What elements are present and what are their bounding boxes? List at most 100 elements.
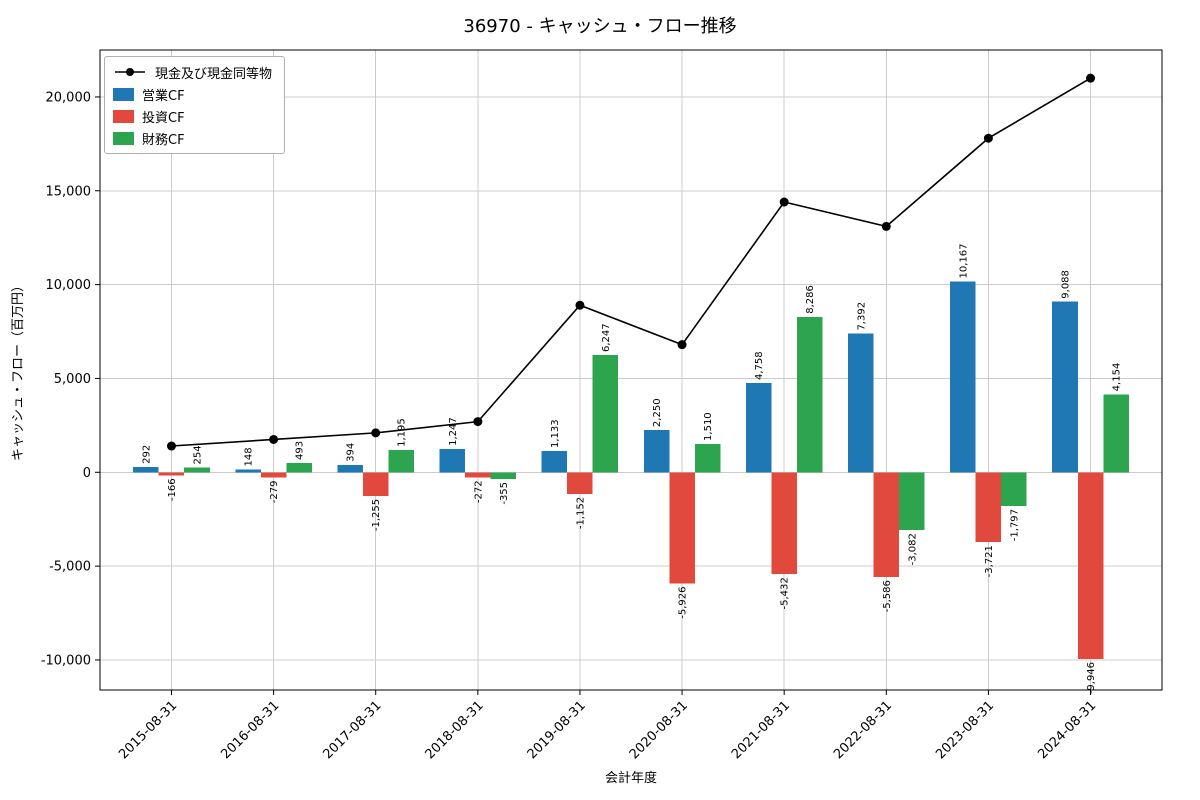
bar-value-label: 6,247 bbox=[601, 323, 612, 352]
bar-財務CF-2024-08-31 bbox=[1103, 394, 1129, 473]
bar-value-label: 493 bbox=[295, 441, 306, 460]
green-square-icon bbox=[113, 131, 134, 145]
bar-value-label: 9,088 bbox=[1060, 270, 1071, 299]
bar-value-label: -355 bbox=[499, 482, 510, 505]
x-tick-label: 2022-08-31 bbox=[831, 698, 895, 762]
bar-営業CF-2018-08-31 bbox=[439, 448, 466, 473]
x-tick-label: 2019-08-31 bbox=[525, 698, 589, 762]
x-tick-label: 2021-08-31 bbox=[729, 698, 793, 762]
legend-item-investing-cf: 投資CF bbox=[113, 108, 272, 126]
blue-square-icon bbox=[113, 87, 134, 101]
bar-value-label: -272 bbox=[473, 480, 484, 503]
bar-value-label: 394 bbox=[346, 443, 357, 462]
bar-value-label: 1,510 bbox=[703, 412, 714, 441]
cash-line bbox=[171, 77, 1091, 447]
bar-投資CF-2019-08-31 bbox=[567, 472, 593, 494]
legend-label: 現金及び現金同等物 bbox=[155, 66, 273, 82]
bar-財務CF-2016-08-31 bbox=[286, 463, 312, 473]
cash-line-marker bbox=[371, 428, 381, 438]
bar-value-label: 10,167 bbox=[958, 243, 969, 278]
bar-投資CF-2016-08-31 bbox=[260, 472, 287, 478]
legend-label: 財務CF bbox=[142, 132, 185, 148]
bar-投資CF-2022-08-31 bbox=[873, 472, 900, 578]
bar-投資CF-2020-08-31 bbox=[669, 472, 695, 584]
bar-value-label: 8,286 bbox=[805, 285, 816, 314]
chart-title: 36970 - キャッシュ・フロー推移 bbox=[463, 16, 737, 37]
bar-投資CF-2017-08-31 bbox=[362, 472, 389, 496]
red-square-icon bbox=[113, 109, 134, 123]
bar-value-label: 4,758 bbox=[754, 351, 765, 380]
bar-投資CF-2021-08-31 bbox=[771, 472, 797, 575]
bar-value-label: 7,392 bbox=[856, 302, 867, 331]
bar-value-label: 254 bbox=[193, 445, 204, 464]
bar-営業CF-2015-08-31 bbox=[133, 466, 159, 473]
y-tick-label: 5,000 bbox=[54, 372, 91, 387]
bar-value-label: -166 bbox=[167, 478, 178, 501]
bar-value-label: -5,926 bbox=[678, 587, 689, 619]
plot-background bbox=[100, 50, 1162, 690]
y-tick-label: -10,000 bbox=[41, 653, 91, 668]
x-tick-label: 2016-08-31 bbox=[218, 698, 282, 762]
legend-label: 投資CF bbox=[142, 110, 185, 126]
bar-value-label: -1,152 bbox=[575, 497, 586, 529]
bar-value-label: 148 bbox=[244, 447, 255, 466]
x-tick-label: 2017-08-31 bbox=[321, 698, 385, 762]
x-tick-label: 2015-08-31 bbox=[116, 698, 180, 762]
cash-line-marker bbox=[166, 441, 176, 451]
bar-投資CF-2018-08-31 bbox=[465, 472, 491, 478]
bar-value-label: -5,586 bbox=[882, 580, 893, 612]
bar-value-label: -5,432 bbox=[780, 577, 791, 609]
x-tick-label: 2024-08-31 bbox=[1035, 698, 1099, 762]
x-tick-label: 2020-08-31 bbox=[627, 698, 691, 762]
bar-value-label: 292 bbox=[141, 445, 152, 464]
x-axis-label: 会計年度 bbox=[604, 771, 658, 786]
bar-value-label: 1,247 bbox=[448, 417, 459, 446]
cash-line-marker bbox=[983, 133, 993, 143]
y-tick-label: 10,000 bbox=[46, 278, 92, 293]
cash-line-marker bbox=[1086, 73, 1096, 83]
bar-value-label: -3,082 bbox=[907, 533, 918, 565]
bar-value-label: -1,255 bbox=[371, 499, 382, 531]
bar-営業CF-2021-08-31 bbox=[745, 382, 772, 473]
bar-value-label: 2,250 bbox=[652, 398, 663, 427]
bar-value-label: -1,797 bbox=[1009, 509, 1020, 541]
legend: 現金及び現金同等物 営業CF 投資CF 財務CF bbox=[104, 56, 286, 154]
bar-営業CF-2017-08-31 bbox=[337, 464, 363, 473]
bar-財務CF-2022-08-31 bbox=[899, 472, 925, 531]
plot-border bbox=[99, 49, 1163, 691]
bar-value-label: 1,133 bbox=[550, 419, 561, 448]
x-tick-label: 2018-08-31 bbox=[423, 698, 487, 762]
cash-line-marker bbox=[575, 300, 585, 310]
bar-営業CF-2023-08-31 bbox=[950, 281, 976, 473]
cash-line-marker bbox=[269, 434, 279, 444]
bar-value-labels: 292 148 394 1,247 1,133 2,250 4,758 7,392 10,167… bbox=[141, 243, 1122, 694]
legend-label: 営業CF bbox=[142, 88, 185, 104]
bar-財務CF-2020-08-31 bbox=[694, 443, 721, 473]
bar-value-label: 4,154 bbox=[1112, 363, 1123, 392]
y-tick-label: 0 bbox=[83, 466, 91, 481]
bar-財務CF-2017-08-31 bbox=[388, 449, 415, 473]
legend-item-financing-cf: 財務CF bbox=[113, 130, 272, 148]
bars bbox=[133, 281, 1129, 659]
y-tick-label: 15,000 bbox=[46, 184, 92, 199]
cash-line-marker bbox=[881, 221, 891, 231]
y-tick-label: 20,000 bbox=[46, 90, 92, 105]
x-tick-label: 2023-08-31 bbox=[933, 698, 997, 762]
y-axis-label: キャッシュ・フロー（百万円） bbox=[11, 279, 26, 461]
bar-営業CF-2024-08-31 bbox=[1052, 301, 1078, 473]
bar-投資CF-2015-08-31 bbox=[158, 472, 185, 476]
line-marker-icon bbox=[113, 65, 147, 79]
bar-財務CF-2021-08-31 bbox=[796, 316, 823, 473]
bar-value-label: -3,721 bbox=[984, 545, 995, 577]
cash-line-marker bbox=[473, 417, 483, 427]
legend-item-cash-line: 現金及び現金同等物 bbox=[113, 64, 273, 82]
bar-営業CF-2022-08-31 bbox=[847, 333, 874, 473]
cash-line-marker bbox=[677, 340, 687, 350]
bar-営業CF-2019-08-31 bbox=[541, 451, 568, 473]
bar-財務CF-2023-08-31 bbox=[1001, 472, 1027, 507]
bar-投資CF-2023-08-31 bbox=[975, 472, 1002, 543]
y-tick-label: -5,000 bbox=[49, 560, 91, 575]
bar-財務CF-2019-08-31 bbox=[592, 355, 619, 473]
